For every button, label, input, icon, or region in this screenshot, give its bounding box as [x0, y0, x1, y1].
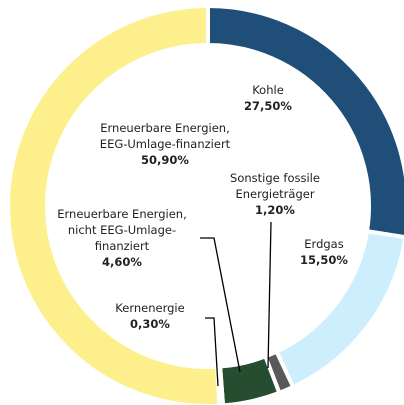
- category-label: Erneuerbare Energien, nicht EEG-Umlage-f…: [57, 207, 187, 253]
- donut-segment: [5, 3, 222, 405]
- category-label: Sonstige fossile Energieträger: [230, 171, 320, 201]
- value-label: 0,30%: [130, 317, 170, 331]
- data-label: Kohle 27,50%: [228, 82, 308, 114]
- leader-line: [267, 221, 272, 369]
- category-label: Kernenergie: [115, 301, 185, 315]
- data-label: Erneuerbare Energien, EEG-Umlage-finanzi…: [90, 120, 240, 168]
- value-label: 50,90%: [141, 153, 189, 167]
- value-label: 15,50%: [300, 253, 348, 267]
- leader-line: [205, 317, 219, 387]
- category-label: Erneuerbare Energien, EEG-Umlage-finanzi…: [99, 121, 231, 151]
- category-label: Erdgas: [304, 237, 344, 251]
- data-label: Kernenergie 0,30%: [100, 300, 200, 332]
- data-label: Erdgas 15,50%: [279, 236, 369, 268]
- value-label: 4,60%: [102, 255, 142, 269]
- data-label: Sonstige fossile Energieträger 1,20%: [215, 170, 335, 218]
- leader-line: [200, 237, 241, 373]
- category-label: Kohle: [252, 83, 284, 97]
- donut-segment: [206, 3, 404, 240]
- data-label: Erneuerbare Energien, nicht EEG-Umlage-f…: [52, 206, 192, 270]
- value-label: 1,20%: [255, 203, 295, 217]
- value-label: 27,50%: [244, 99, 292, 113]
